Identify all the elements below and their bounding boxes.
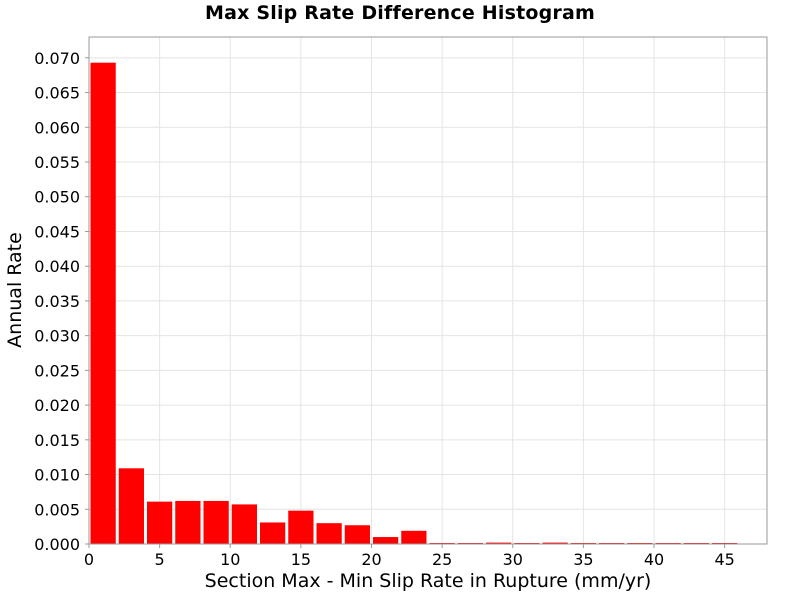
- histogram-bar: [203, 500, 229, 544]
- x-tick-label: 45: [714, 550, 734, 569]
- plot-area: [89, 37, 767, 544]
- histogram-bar: [542, 542, 568, 544]
- histogram-bar: [373, 537, 399, 544]
- chart-title: Max Slip Rate Difference Histogram: [204, 2, 596, 24]
- y-tick-label: 0.060: [34, 118, 80, 137]
- y-tick-label: 0.010: [34, 466, 80, 485]
- histogram-bar: [231, 504, 257, 544]
- y-tick-label: 0.045: [34, 222, 80, 241]
- histogram-bar: [118, 468, 144, 544]
- y-tick-label: 0.050: [34, 188, 80, 207]
- y-axis-ticks: 0.000 0.005 0.010 0.015 0.020 0.025 0.030 0.035…: [34, 49, 89, 554]
- y-tick-label: 0.070: [34, 49, 80, 68]
- histogram-bar: [90, 62, 116, 544]
- histogram-bar: [288, 510, 314, 544]
- x-axis-ticks: 0 5 10 15 20 25 30 35 40 45: [84, 544, 735, 569]
- x-tick-label: 35: [573, 550, 593, 569]
- x-tick-label: 15: [291, 550, 311, 569]
- y-tick-label: 0.055: [34, 153, 80, 172]
- histogram-bar: [175, 500, 201, 544]
- histogram-bar: [486, 542, 512, 544]
- y-tick-label: 0.000: [34, 535, 80, 554]
- x-tick-label: 30: [503, 550, 523, 569]
- y-tick-label: 0.015: [34, 431, 80, 450]
- y-tick-label: 0.030: [34, 327, 80, 346]
- histogram-bar: [344, 525, 370, 544]
- y-tick-label: 0.020: [34, 396, 80, 415]
- histogram-bar: [401, 530, 427, 544]
- x-tick-label: 20: [361, 550, 381, 569]
- y-axis-label-text: Annual Rate: [4, 232, 26, 348]
- histogram-bar: [316, 523, 342, 544]
- histogram-bars: [90, 62, 738, 544]
- x-tick-label: 25: [432, 550, 452, 569]
- y-tick-label: 0.025: [34, 361, 80, 380]
- x-axis-label: Section Max - Min Slip Rate in Rupture (…: [204, 570, 652, 592]
- x-tick-label: 5: [155, 550, 165, 569]
- histogram-bar: [147, 501, 173, 544]
- x-tick-label: 10: [220, 550, 240, 569]
- plot-border: [88, 36, 768, 545]
- y-tick-label: 0.005: [34, 500, 80, 519]
- x-tick-label: 0: [84, 550, 94, 569]
- x-tick-label: 40: [644, 550, 664, 569]
- y-tick-label: 0.035: [34, 292, 80, 311]
- histogram-bar: [260, 522, 286, 544]
- y-tick-label: 0.065: [34, 84, 80, 103]
- y-tick-label: 0.040: [34, 257, 80, 276]
